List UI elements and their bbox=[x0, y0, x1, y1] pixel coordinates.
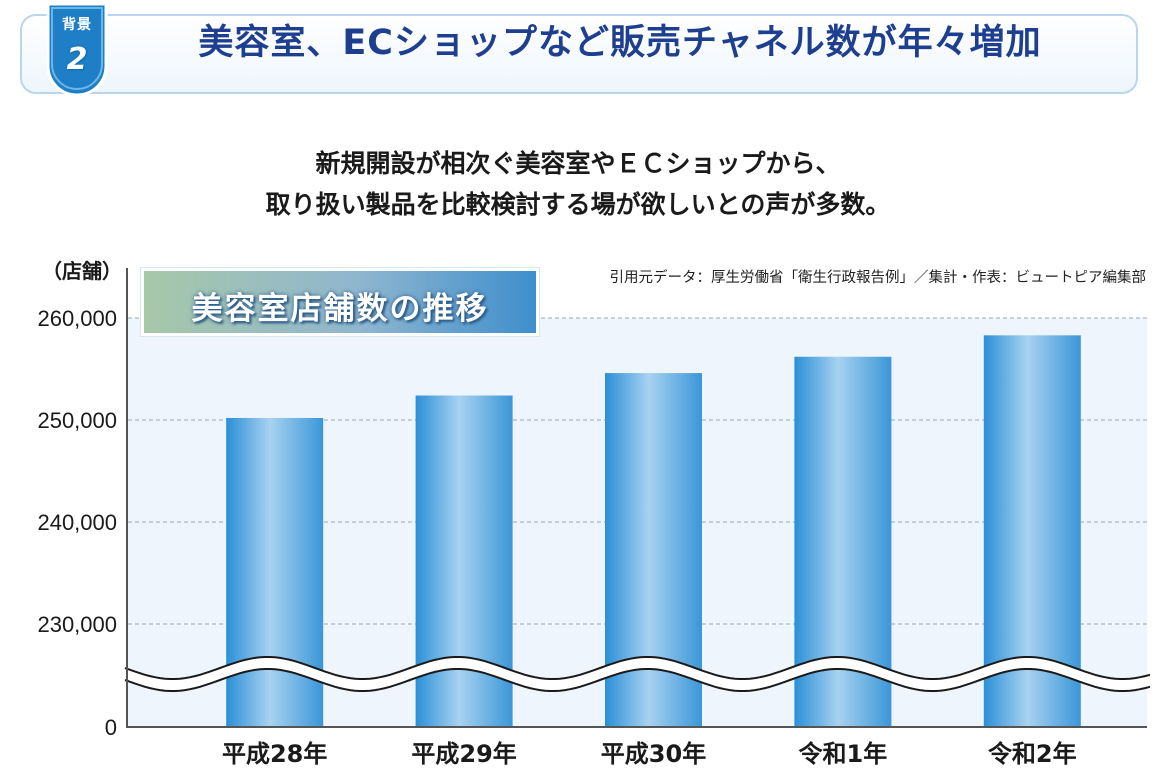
y-tick-label: 260,000 bbox=[37, 306, 117, 331]
y-tick-label: 230,000 bbox=[37, 612, 117, 637]
axis-break bbox=[124, 656, 1151, 692]
y-tick-label: 250,000 bbox=[37, 408, 117, 433]
section-badge: 背景 2 bbox=[46, 2, 108, 98]
x-tick-label: 令和1年 bbox=[799, 740, 888, 768]
chart-title: 美容室店舗数の推移 bbox=[191, 291, 489, 327]
x-tick-label: 令和2年 bbox=[988, 740, 1077, 768]
data-source: 引用元データ：厚生労働省「衛生行政報告例」／集計・作表：ビュートピア編集部 bbox=[609, 270, 1147, 286]
break-line bbox=[124, 656, 1151, 680]
y-tick-labels: 260,000 250,000 240,000 230,000 0 bbox=[37, 306, 117, 740]
y-tick-label: 240,000 bbox=[37, 510, 117, 535]
x-tick-label: 平成29年 bbox=[411, 740, 516, 768]
chart-title-box: 美容室店舗数の推移 bbox=[141, 268, 539, 336]
page-title: 美容室、ECショップなど販売チャネル数が年々増加 bbox=[198, 23, 1042, 63]
x-tick-label: 平成30年 bbox=[601, 740, 706, 768]
break-line bbox=[124, 668, 1151, 692]
bar bbox=[226, 417, 324, 727]
badge-number: 2 bbox=[66, 42, 88, 77]
x-tick-label: 平成28年 bbox=[222, 740, 327, 768]
badge-shape-icon bbox=[46, 2, 108, 97]
subtitle-line-2: 取り扱い製品を比較検討する場が欲しいとの声が多数。 bbox=[265, 190, 891, 219]
badge-label: 背景 bbox=[62, 17, 92, 33]
y-tick-label: 0 bbox=[105, 715, 117, 740]
header-banner bbox=[20, 14, 1138, 94]
y-axis-unit: （店舗） bbox=[42, 259, 122, 283]
subtitle-line-1: 新規開設が相次ぐ美容室やＥＣショップから、 bbox=[315, 149, 841, 178]
x-tick-labels: 平成28年 平成29年 平成30年 令和1年 令和2年 bbox=[222, 740, 1077, 768]
